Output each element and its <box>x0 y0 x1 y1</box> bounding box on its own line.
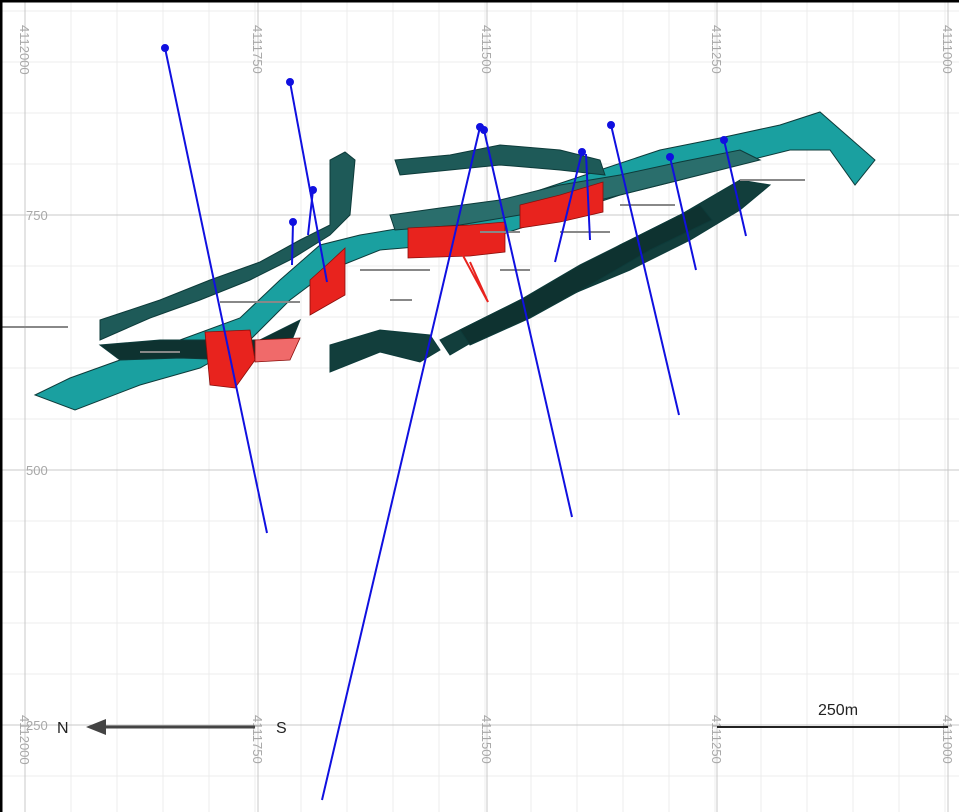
northing-label: 4111500 <box>479 715 494 764</box>
northing-label: 4112000 <box>17 715 32 765</box>
northing-label: 4111500 <box>479 25 494 74</box>
northing-label: 4111250 <box>709 715 724 764</box>
scale-bar: 250m <box>717 702 948 728</box>
compass: N S <box>57 719 287 737</box>
northing-label: 4111000 <box>940 715 955 764</box>
elevation-label: 500 <box>26 463 48 478</box>
scale-label: 250m <box>818 702 858 719</box>
north-label: N <box>57 720 69 737</box>
elevation-label: 750 <box>26 208 48 223</box>
northing-label: 4111000 <box>940 25 955 74</box>
drill-holes <box>161 44 747 801</box>
south-label: S <box>276 720 287 737</box>
northing-label: 4111750 <box>250 715 265 764</box>
northing-label: 4111250 <box>709 25 724 74</box>
northing-label: 4112000 <box>17 25 32 75</box>
northing-label: 4111750 <box>250 25 265 74</box>
elevation-label: 250 <box>26 718 48 733</box>
